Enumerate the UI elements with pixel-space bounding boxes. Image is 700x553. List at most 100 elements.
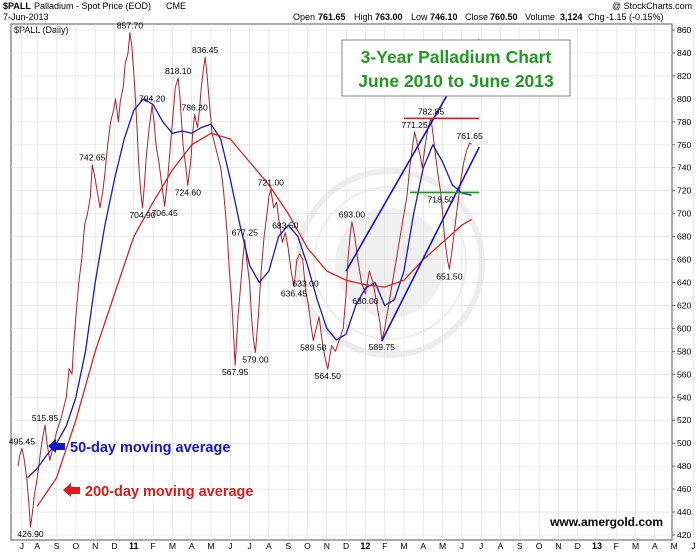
x-tick-label: F: [150, 541, 155, 551]
close-label: Close: [465, 12, 488, 22]
low-label: Low: [411, 12, 428, 22]
x-tick-label: M: [439, 541, 446, 551]
x-tick-label: A: [34, 541, 40, 551]
price-annotation: 742.65: [79, 153, 106, 163]
blue-arrow-icon: [48, 439, 65, 453]
y-tick-label: 580: [677, 346, 692, 356]
y-axis: 420 440 460 480 500 520 540 560 580 600 620 640 660 6…: [672, 25, 692, 540]
price-annotation: 495.45: [9, 436, 36, 446]
chg-value: -1.15 (-0.15%): [606, 12, 664, 22]
ma50-line: [27, 98, 472, 479]
chart-subtitle: June 2010 to June 2013: [358, 71, 554, 91]
y-tick-label: 660: [677, 255, 692, 265]
price-annotation: 704.90: [129, 210, 156, 220]
x-tick-label: F: [382, 541, 387, 551]
price-annotation: 630.00: [352, 296, 379, 306]
price-annotation: 771.25: [401, 120, 428, 130]
x-tick-label: N: [555, 541, 561, 551]
x-tick-label: J: [691, 541, 695, 551]
y-tick-label: 540: [677, 392, 692, 402]
close-value: 760.50: [490, 12, 518, 22]
price-annotation: 515.85: [32, 413, 59, 423]
x-tick-label: N: [92, 541, 98, 551]
y-tick-label: 700: [677, 209, 692, 219]
date-label: 7-Jun-2013: [3, 12, 49, 22]
price-annotation: 579.00: [242, 355, 269, 365]
price-annotation: 857.70: [117, 21, 144, 31]
price-annotation: 677.25: [232, 228, 259, 238]
price-annotation: 718.50: [428, 194, 455, 204]
x-tick-label: S: [285, 541, 291, 551]
x-tick-label: J: [479, 541, 483, 551]
y-tick-label: 780: [677, 117, 692, 127]
legend-50day-label: 50-day moving average: [70, 440, 230, 456]
y-tick-label: 500: [677, 438, 692, 448]
legend-200day: 200-day moving average: [63, 483, 253, 500]
open-value: 761.65: [318, 12, 346, 22]
copyright-label: @ StockCharts.com: [612, 1, 692, 11]
price-line: [17, 32, 472, 528]
ma200-line: [36, 132, 472, 507]
y-tick-label: 680: [677, 232, 692, 242]
high-label: High: [354, 12, 373, 22]
y-tick-label: 440: [677, 507, 692, 517]
y-tick-label: 620: [677, 300, 692, 310]
x-tick-label: O: [73, 541, 80, 551]
price-annotation: 782.85: [418, 107, 445, 117]
y-tick-label: 740: [677, 163, 692, 173]
symbol-label: $PALL: [3, 1, 31, 11]
y-tick-label: 520: [677, 415, 692, 425]
x-tick-label: A: [498, 541, 504, 551]
open-label: Open: [293, 12, 315, 22]
plot-area: [10, 23, 673, 541]
x-tick-label: N: [324, 541, 330, 551]
chart-title: 3-Year Palladium Chart: [361, 47, 552, 67]
x-tick-label: O: [536, 541, 543, 551]
x-tick-label: 12: [360, 541, 370, 551]
legend-200day-label: 200-day moving average: [85, 484, 253, 500]
x-tick-label: J: [247, 541, 251, 551]
price-annotation: 567.95: [222, 367, 249, 377]
price-annotation: 724.60: [175, 187, 202, 197]
y-tick-label: 840: [677, 48, 692, 58]
x-tick-label: J: [20, 541, 24, 551]
x-axis: J A S O N D 11 F M A M J J A S O N D 12 F M A M J J A S O N D 13 F M A M J: [20, 541, 696, 551]
coin-watermark: [295, 168, 485, 358]
low-value: 746.10: [430, 12, 458, 22]
x-tick-label: M: [632, 541, 639, 551]
x-tick-label: D: [343, 541, 349, 551]
x-tick-label: S: [54, 541, 60, 551]
gridlines: [11, 24, 694, 540]
legend-50day: 50-day moving average: [48, 439, 230, 456]
volume-value: 3,124: [560, 12, 583, 22]
x-tick-label: J: [460, 541, 464, 551]
x-tick-label: O: [304, 541, 311, 551]
price-annotation: 564.50: [315, 371, 342, 381]
x-tick-label: M: [671, 541, 678, 551]
y-tick-label: 820: [677, 71, 692, 81]
y-tick-label: 800: [677, 94, 692, 104]
price-annotation: 794.20: [139, 94, 166, 104]
x-tick-label: M: [400, 541, 407, 551]
price-annotation: 693.00: [339, 210, 366, 220]
y-tick-label: 720: [677, 186, 692, 196]
chart-title-box: 3-Year Palladium Chart June 2010 to June…: [341, 39, 571, 97]
x-tick-label: M: [169, 541, 176, 551]
x-tick-label: D: [111, 541, 117, 551]
x-tick-label: F: [614, 541, 619, 551]
x-tick-label: A: [266, 541, 272, 551]
price-annotation: 836.45: [192, 45, 219, 55]
price-annotation: 426.90: [17, 529, 44, 539]
annotation-layer: 495.45 426.90 515.85 742.65 857.70 704.90 794.…: [9, 21, 483, 539]
price-annotation: 589.75: [369, 342, 396, 352]
x-tick-label: J: [228, 541, 232, 551]
x-tick-label: 13: [592, 541, 602, 551]
y-tick-label: 560: [677, 369, 692, 379]
exchange-label: CME: [166, 1, 186, 11]
y-tick-label: 600: [677, 323, 692, 333]
price-annotation: 636.45: [281, 289, 308, 299]
high-value: 763.00: [375, 12, 403, 22]
x-tick-label: 11: [129, 541, 139, 551]
price-annotation: 818.10: [165, 66, 192, 76]
